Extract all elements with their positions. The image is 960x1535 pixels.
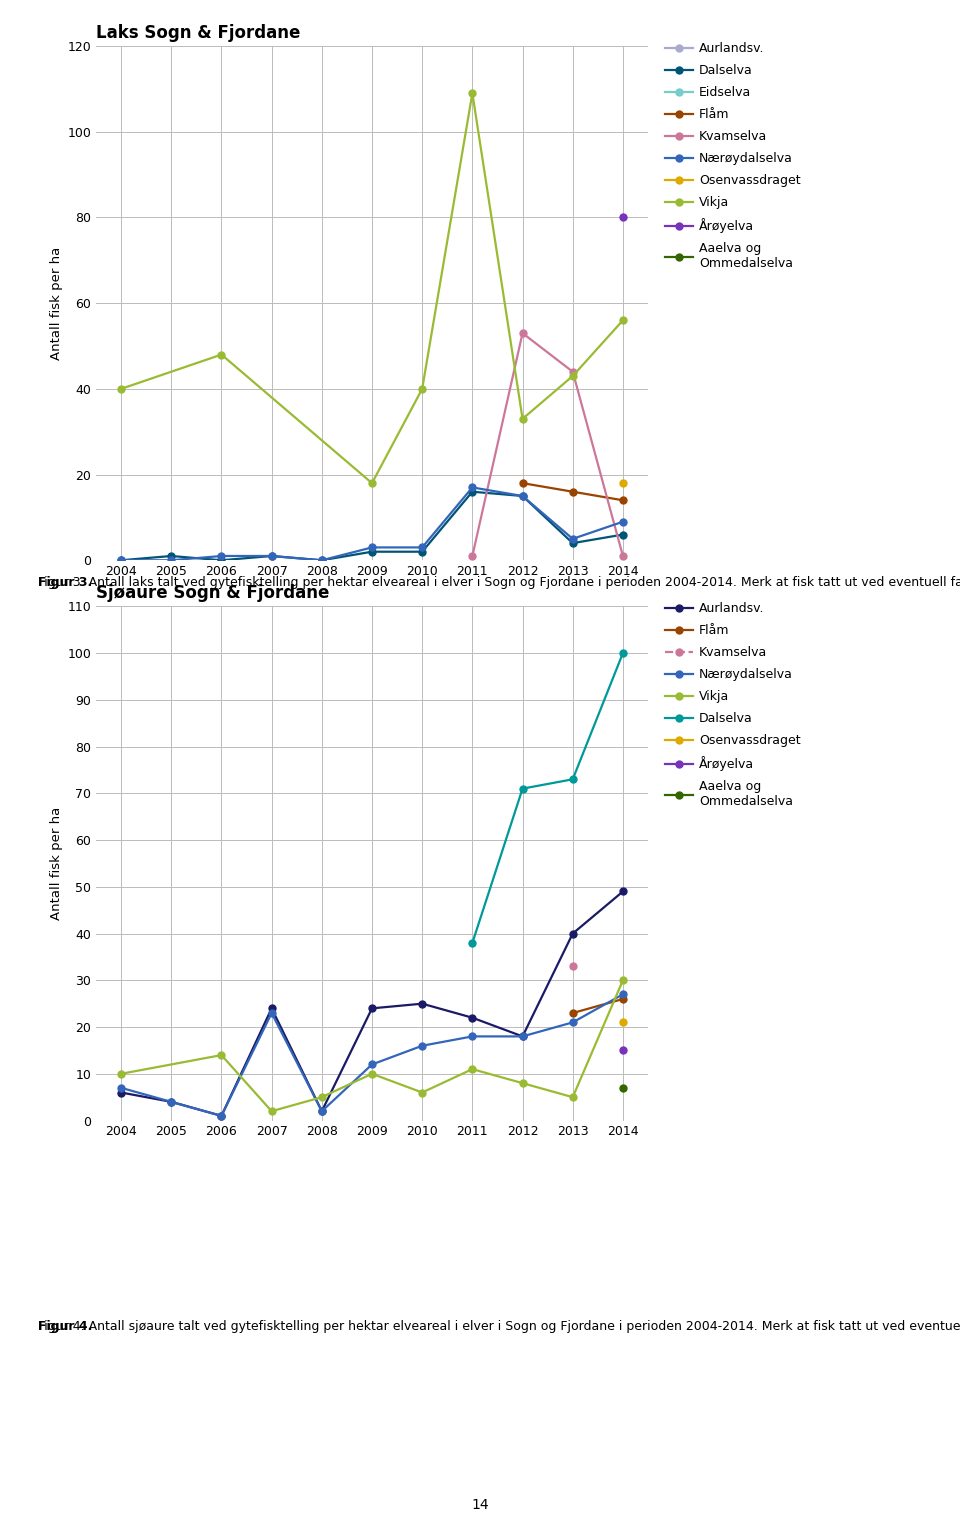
- Vikja: [417, 379, 428, 398]
- Nærøydalselva: [567, 1013, 579, 1032]
- Flåm: [516, 474, 528, 493]
- Dalselva: [617, 643, 629, 662]
- Text: Figur 3. Antall laks talt ved gytefisktelling per hektar elveareal i elver i Sog: Figur 3. Antall laks talt ved gytefiskte…: [38, 576, 960, 588]
- Text: Figur 4.: Figur 4.: [38, 1320, 93, 1332]
- Nærøydalselva: [617, 513, 629, 531]
- Nærøydalselva: [417, 539, 428, 557]
- Nærøydalselva: [516, 487, 528, 505]
- Dalselva: [417, 542, 428, 560]
- Vikja: [216, 1045, 228, 1064]
- Nærøydalselva: [316, 1102, 327, 1121]
- Nærøydalselva: [516, 1027, 528, 1045]
- Aurlandsv.: [617, 883, 629, 901]
- Line: Aurlandsv.: Aurlandsv.: [118, 889, 626, 1119]
- Legend: Aurlandsv., Flåm, Kvamselva, Nærøydalselva, Vikja, Dalselva, Osenvassdraget, Årø: Aurlandsv., Flåm, Kvamselva, Nærøydalsel…: [665, 602, 801, 809]
- Nærøydalselva: [266, 546, 277, 565]
- Aurlandsv.: [316, 1102, 327, 1121]
- Dalselva: [516, 487, 528, 505]
- Nærøydalselva: [266, 1004, 277, 1022]
- Dalselva: [467, 933, 478, 952]
- Aurlandsv.: [115, 1084, 127, 1102]
- Legend: Aurlandsv., Dalselva, Eidselva, Flåm, Kvamselva, Nærøydalselva, Osenvassdraget, : Aurlandsv., Dalselva, Eidselva, Flåm, Kv…: [665, 41, 801, 270]
- Text: Figur 3.: Figur 3.: [38, 576, 93, 588]
- Kvamselva: [516, 324, 528, 342]
- Dalselva: [617, 525, 629, 543]
- Dalselva: [567, 771, 579, 789]
- Line: Nærøydalselva: Nærøydalselva: [118, 992, 626, 1119]
- Kvamselva: [567, 362, 579, 381]
- Nærøydalselva: [367, 539, 378, 557]
- Flåm: [567, 482, 579, 500]
- Flåm: [567, 1004, 579, 1022]
- Y-axis label: Antall fisk per ha: Antall fisk per ha: [50, 807, 63, 919]
- Vikja: [316, 1088, 327, 1107]
- Text: Sjøaure Sogn & Fjordane: Sjøaure Sogn & Fjordane: [96, 583, 329, 602]
- Dalselva: [266, 546, 277, 565]
- Nærøydalselva: [115, 551, 127, 569]
- Flåm: [617, 990, 629, 1008]
- Kvamselva: [617, 546, 629, 565]
- Vikja: [367, 474, 378, 493]
- Nærøydalselva: [467, 479, 478, 497]
- Nærøydalselva: [567, 530, 579, 548]
- Dalselva: [316, 551, 327, 569]
- Line: Dalselva: Dalselva: [118, 488, 626, 563]
- Aurlandsv.: [516, 1027, 528, 1045]
- Kvamselva: [467, 546, 478, 565]
- Nærøydalselva: [165, 551, 177, 569]
- Nærøydalselva: [165, 1093, 177, 1111]
- Nærøydalselva: [316, 551, 327, 569]
- Line: Flåm: Flåm: [519, 479, 626, 503]
- Vikja: [467, 84, 478, 103]
- Dalselva: [467, 482, 478, 500]
- Vikja: [516, 410, 528, 428]
- Dalselva: [165, 546, 177, 565]
- Line: Vikja: Vikja: [118, 976, 626, 1114]
- Line: Dalselva: Dalselva: [468, 649, 626, 947]
- Vikja: [567, 367, 579, 385]
- Dalselva: [567, 534, 579, 553]
- Nærøydalselva: [467, 1027, 478, 1045]
- Vikja: [115, 1065, 127, 1084]
- Vikja: [266, 1102, 277, 1121]
- Vikja: [417, 1084, 428, 1102]
- Line: Nærøydalselva: Nærøydalselva: [118, 484, 626, 563]
- Text: 14: 14: [471, 1498, 489, 1512]
- Aurlandsv.: [165, 1093, 177, 1111]
- Vikja: [516, 1074, 528, 1093]
- Dalselva: [216, 551, 228, 569]
- Nærøydalselva: [617, 985, 629, 1004]
- Vikja: [467, 1059, 478, 1078]
- Dalselva: [367, 542, 378, 560]
- Aurlandsv.: [467, 1008, 478, 1027]
- Text: Figur 4. Antall sjøaure talt ved gytefisktelling per hektar elveareal i elver i : Figur 4. Antall sjøaure talt ved gytefis…: [38, 1320, 960, 1332]
- Nærøydalselva: [216, 1107, 228, 1125]
- Line: Flåm: Flåm: [569, 996, 626, 1016]
- Aurlandsv.: [367, 999, 378, 1018]
- Y-axis label: Antall fisk per ha: Antall fisk per ha: [50, 247, 63, 359]
- Nærøydalselva: [216, 546, 228, 565]
- Vikja: [367, 1065, 378, 1084]
- Aurlandsv.: [567, 924, 579, 942]
- Aurlandsv.: [417, 995, 428, 1013]
- Nærøydalselva: [367, 1055, 378, 1073]
- Line: Kvamselva: Kvamselva: [468, 330, 626, 559]
- Dalselva: [115, 551, 127, 569]
- Nærøydalselva: [417, 1036, 428, 1055]
- Nærøydalselva: [115, 1079, 127, 1098]
- Aurlandsv.: [266, 999, 277, 1018]
- Vikja: [115, 379, 127, 398]
- Text: Laks Sogn & Fjordane: Laks Sogn & Fjordane: [96, 23, 300, 41]
- Vikja: [617, 312, 629, 330]
- Vikja: [567, 1088, 579, 1107]
- Line: Vikja: Vikja: [118, 89, 626, 487]
- Flåm: [617, 491, 629, 510]
- Vikja: [617, 972, 629, 990]
- Aurlandsv.: [216, 1107, 228, 1125]
- Dalselva: [516, 780, 528, 798]
- Vikja: [216, 345, 228, 364]
